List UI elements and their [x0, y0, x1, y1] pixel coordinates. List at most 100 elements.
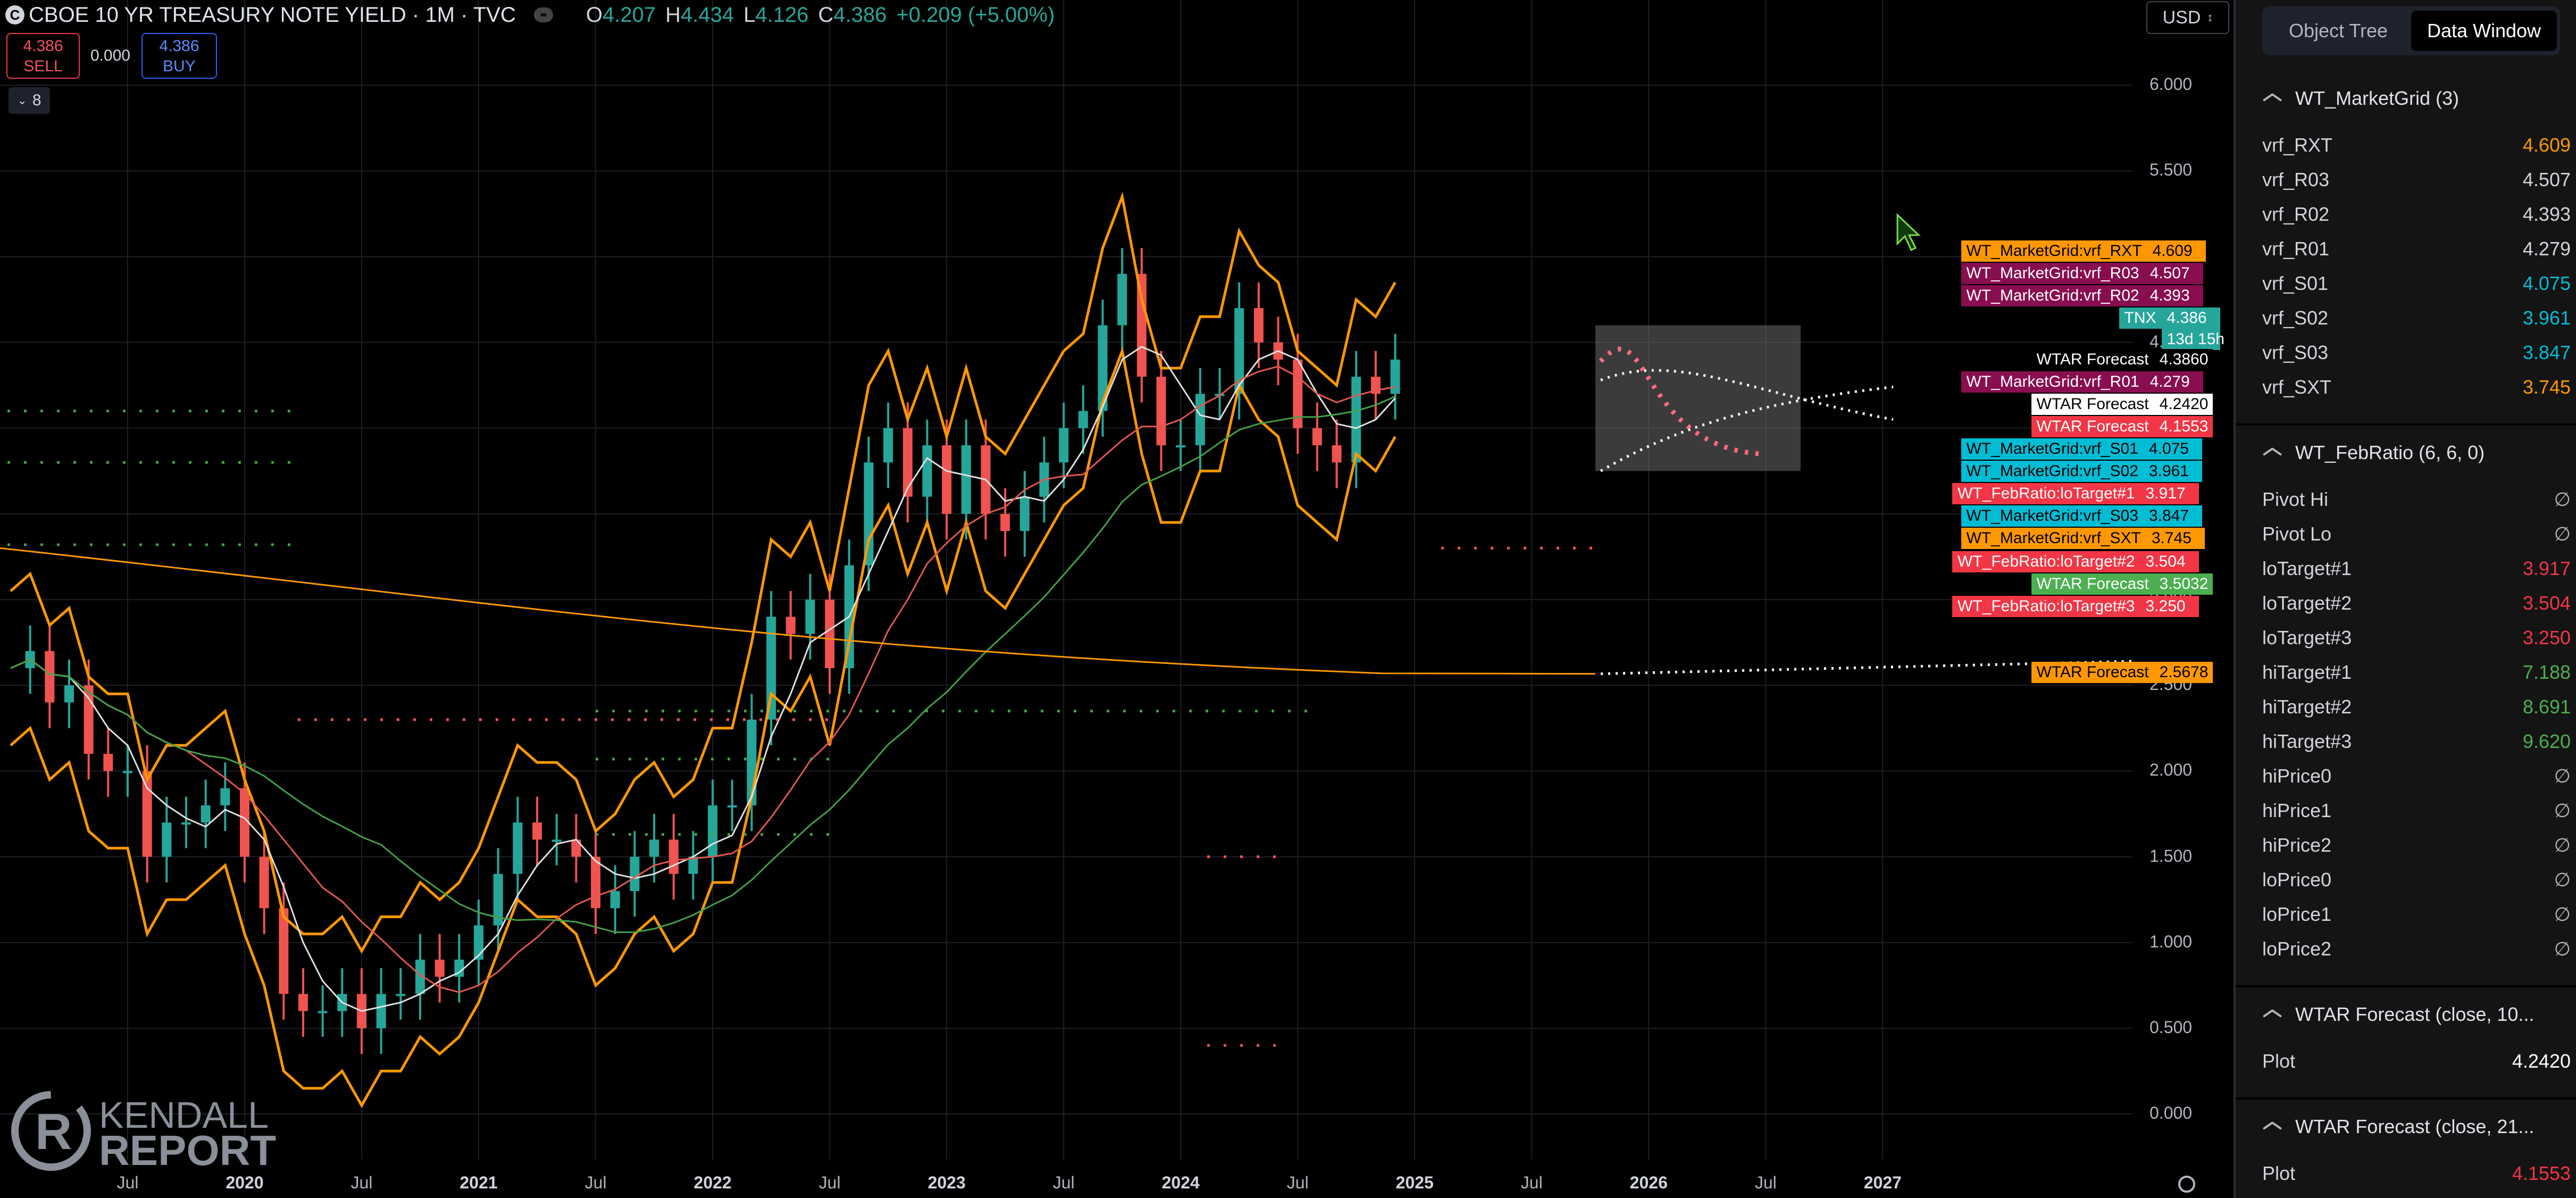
price-label: WT_FebRatio:loTarget#2 3.504	[1952, 551, 2199, 572]
data-window-value: 3.745	[2522, 376, 2571, 398]
data-window-value: 4.507	[2522, 169, 2571, 190]
data-window-key: Pivot Hi	[2262, 488, 2329, 510]
indicators-count: 8	[32, 91, 41, 109]
price-label-name: WT_MarketGrid:vrf_S03	[1961, 505, 2144, 527]
candle-body	[415, 959, 425, 994]
price-label: WT_FebRatio:loTarget#3 3.250	[1952, 596, 2199, 617]
open-value: 4.207	[602, 3, 656, 27]
candle-body	[317, 1011, 328, 1013]
buy-price: 4.386	[159, 37, 199, 55]
candle-body	[1351, 377, 1361, 463]
forecast-pink-dots	[1599, 346, 1761, 456]
data-window-key: vrf_RXT	[2262, 134, 2333, 156]
time-axis-tick: 2022	[693, 1173, 732, 1192]
candle-body	[688, 856, 698, 874]
chevron-up-icon[interactable]	[2262, 1009, 2281, 1020]
chevron-up-icon[interactable]	[2262, 1121, 2281, 1132]
tab-data-window[interactable]: Data Window	[2411, 11, 2557, 51]
low-value: 4.126	[755, 3, 809, 27]
time-axis-tick: Jul	[350, 1173, 373, 1192]
chevron-up-icon[interactable]	[2262, 93, 2281, 104]
candle-body	[532, 822, 542, 840]
price-label: WT_MarketGrid:vrf_R01 4.279	[1961, 371, 2203, 393]
candle-body	[240, 788, 250, 857]
data-window-key: Plot	[2262, 1050, 2296, 1072]
price-label-name: WT_FebRatio:loTarget#2	[1952, 551, 2140, 572]
data-window-value: 4.1553	[2512, 1162, 2571, 1184]
chart-area[interactable]: C CBOE 10 YR TREASURY NOTE YIELD · 1M · …	[0, 0, 2230, 1198]
time-axis-tick: 2021	[459, 1173, 498, 1192]
candle-body	[708, 805, 718, 857]
data-window-value: ∅	[2554, 488, 2571, 510]
grid	[0, 0, 2132, 1160]
price-label-name: WT_MarketGrid:vrf_RXT	[1961, 240, 2147, 262]
candle-body	[1293, 359, 1303, 428]
visibility-eye-icon[interactable]	[533, 7, 553, 22]
watermark-line2: REPORT	[99, 1127, 276, 1174]
data-window-value: ∅	[2554, 938, 2571, 960]
watermark-line1: KENDALL	[99, 1094, 269, 1136]
data-window-section-header[interactable]: WTAR Forecast (close, 21...	[2262, 1116, 2571, 1138]
price-chart[interactable]	[0, 0, 2230, 1198]
data-window-row: loTarget#3 3.250	[2262, 627, 2571, 649]
time-axis-tick: 2025	[1395, 1173, 1434, 1192]
symbol-header: C CBOE 10 YR TREASURY NOTE YIELD · 1M · …	[5, 1, 1055, 29]
buy-button[interactable]: 4.386 BUY	[141, 33, 217, 79]
price-axis-tick: 1.500	[2150, 846, 2193, 866]
candle-body	[45, 651, 55, 703]
data-window-key: hiPrice0	[2262, 765, 2332, 787]
time-axis-tick: 2023	[927, 1173, 966, 1192]
data-window-section-header[interactable]: WT_MarketGrid (3)	[2262, 87, 2571, 110]
axis-settings-icon[interactable]	[2178, 1176, 2195, 1193]
price-label: WTAR Forecast 4.1553	[2031, 416, 2213, 437]
candle-body	[142, 771, 152, 857]
candle-body	[434, 959, 445, 977]
data-window-value: 4.075	[2522, 272, 2571, 294]
data-window-section-header[interactable]: WTAR Forecast (close, 10...	[2262, 1003, 2571, 1026]
data-window-value: 4.279	[2522, 238, 2571, 260]
data-window-key: hiPrice2	[2262, 834, 2332, 856]
time-axis-tick: Jul	[1754, 1173, 1777, 1192]
candle-body	[902, 428, 913, 497]
price-axis-tick: 5.500	[2150, 160, 2193, 180]
candle-body	[513, 822, 523, 874]
data-window-row: vrf_R02 4.393	[2262, 203, 2571, 226]
data-window-section-header[interactable]: WT_FebRatio (6, 6, 0)	[2262, 442, 2571, 464]
data-window-key: loPrice2	[2262, 938, 2332, 960]
price-label-value: 3.745	[2146, 528, 2205, 549]
candle-body	[279, 908, 289, 994]
buy-label: BUY	[163, 57, 196, 75]
data-window-key: Plot	[2262, 1162, 2296, 1184]
close-label: C	[818, 3, 834, 27]
price-label-name: WT_MarketGrid:vrf_S02	[1961, 461, 2144, 482]
price-label-name: WT_FebRatio:loTarget#1	[1952, 483, 2140, 504]
price-label: WT_MarketGrid:vrf_R02 4.393	[1961, 285, 2203, 306]
price-label: WT_MarketGrid:vrf_R03 4.507	[1961, 263, 2203, 284]
price-label: WTAR Forecast 3.5032	[2031, 573, 2213, 595]
price-label-name: WT_MarketGrid:vrf_R02	[1961, 285, 2145, 306]
candle-body	[864, 462, 874, 565]
candle-body	[1176, 445, 1186, 448]
data-window-row: loTarget#2 3.504	[2262, 592, 2571, 614]
symbol-title[interactable]: CBOE 10 YR TREASURY NOTE YIELD · 1M · TV…	[29, 3, 516, 27]
price-label-name: WTAR Forecast	[2031, 662, 2154, 683]
data-window-value: 4.609	[2522, 134, 2571, 156]
indicators-toggle-button[interactable]: ⌄ 8	[9, 87, 50, 114]
chevron-down-icon: ⌄	[17, 94, 27, 107]
sell-button[interactable]: 4.386 SELL	[6, 33, 80, 79]
price-axis-tick: 2.000	[2150, 760, 2193, 780]
chevron-up-icon[interactable]	[2262, 447, 2281, 458]
data-window-key: hiTarget#1	[2262, 661, 2352, 683]
section-divider	[2236, 1097, 2576, 1100]
data-window-key: loTarget#3	[2262, 627, 2352, 648]
candle-body	[298, 994, 308, 1011]
currency-select[interactable]: USD ↕	[2146, 1, 2229, 34]
candle-body	[123, 771, 133, 773]
price-label-name: WT_MarketGrid:vrf_S01	[1961, 438, 2144, 460]
price-label-name: TNX	[2119, 307, 2162, 329]
tab-object-tree[interactable]: Object Tree	[2288, 20, 2388, 41]
candle-body	[181, 822, 191, 825]
price-label-name: WT_MarketGrid:vrf_SXT	[1961, 528, 2146, 549]
candle-body	[825, 600, 835, 669]
price-label-value: 4.2420	[2154, 394, 2213, 415]
